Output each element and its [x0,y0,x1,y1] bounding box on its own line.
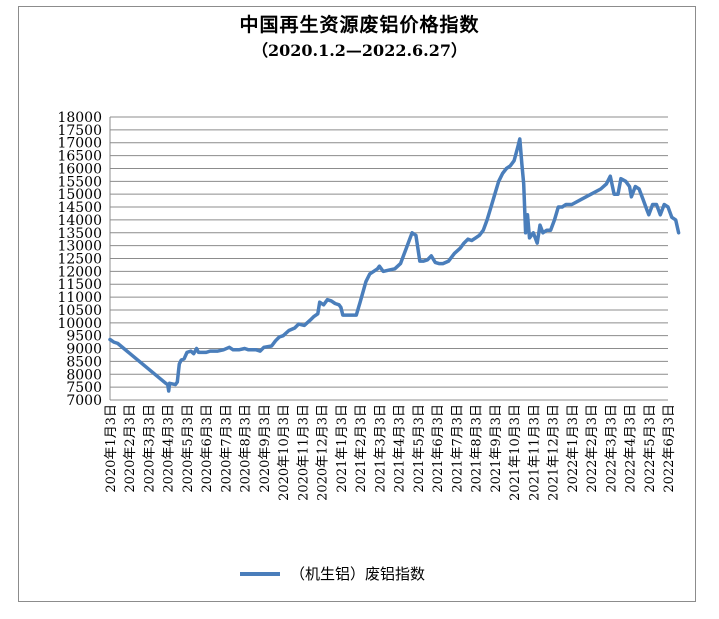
y-tick-label: 15000 [57,187,102,203]
x-tick-label: 2020年6月3日 [200,404,215,493]
chart-title: 中国再生资源废铝价格指数 [239,14,480,36]
y-tick-label: 14500 [57,200,102,216]
x-tick-label: 2021年3月3日 [373,404,388,493]
x-tick-label: 2020年1月3日 [104,404,119,493]
x-tick-label: 2021年6月3日 [431,404,446,493]
y-tick-label: 17000 [57,136,102,152]
y-tick-label: 18000 [57,110,102,126]
x-tick-label: 2021年12月3日 [547,404,562,501]
x-tick-label: 2022年5月3日 [643,404,658,493]
y-tick-label: 14000 [57,213,102,229]
x-tick-label: 2020年9月3日 [258,404,273,493]
y-tick-label: 13000 [57,239,102,255]
legend-swatch [240,572,280,576]
y-tick-label: 8000 [66,367,102,383]
y-tick-label: 11000 [57,290,102,306]
x-tick-label: 2020年5月3日 [181,404,196,493]
chart-frame [18,6,696,602]
x-tick-label: 2022年2月3日 [585,404,600,493]
x-tick-label: 2021年2月3日 [354,404,369,493]
x-tick-label: 2021年10月3日 [508,404,523,501]
y-tick-label: 7000 [66,393,102,409]
x-tick-label: 2020年2月3日 [123,404,138,493]
x-tick-label: 2022年1月3日 [566,404,581,493]
x-tick-label: 2020年7月3日 [219,404,234,493]
y-tick-label: 10000 [57,316,102,332]
x-tick-label: 2021年7月3日 [450,404,465,493]
y-tick-label: 10500 [57,303,102,319]
x-tick-label: 2021年11月3日 [527,404,542,501]
x-tick-label: 2022年3月3日 [604,404,619,493]
y-tick-label: 17500 [57,123,102,139]
x-tick-label: 2020年4月3日 [162,404,177,493]
legend-label: （机生铝）废铝指数 [290,565,426,583]
y-tick-label: 15500 [57,174,102,190]
y-tick-label: 12500 [57,252,102,268]
x-tick-label: 2022年6月3日 [662,404,677,493]
y-tick-label: 12000 [57,264,102,280]
y-tick-label: 13500 [57,226,102,242]
y-tick-label: 16500 [57,149,102,165]
x-tick-label: 2020年3月3日 [142,404,157,493]
x-tick-label: 2021年9月3日 [489,404,504,493]
grid-lines [109,116,668,401]
y-tick-label: 16000 [57,161,102,177]
x-tick-label: 2021年5月3日 [412,404,427,493]
series-line [108,137,681,393]
y-tick-label: 9000 [66,342,102,358]
y-axis-ticks: 7000750080008500900095001000010500110001… [57,110,102,409]
x-tick-label: 2021年1月3日 [335,404,350,493]
x-tick-label: 2020年8月3日 [239,404,254,493]
x-tick-label: 2021年8月3日 [470,404,485,493]
y-tick-label: 9500 [66,329,102,345]
y-tick-label: 8500 [66,354,102,370]
x-tick-label: 2020年10月3日 [277,404,292,501]
x-tick-label: 2020年12月3日 [316,404,331,501]
series-group [108,137,681,393]
y-tick-label: 7500 [66,380,102,396]
x-tick-label: 2020年11月3日 [296,404,311,501]
x-axis-ticks: 2020年1月3日 2020年2月3日 2020年3月3日 2020年4月3日 2020… [104,404,677,501]
x-tick-label: 2022年4月3日 [624,404,639,493]
chart-subtitle: （2020.1.2—2022.6.27） [251,41,467,60]
x-tick-label: 2021年4月3日 [393,404,408,493]
y-tick-label: 11500 [57,277,102,293]
